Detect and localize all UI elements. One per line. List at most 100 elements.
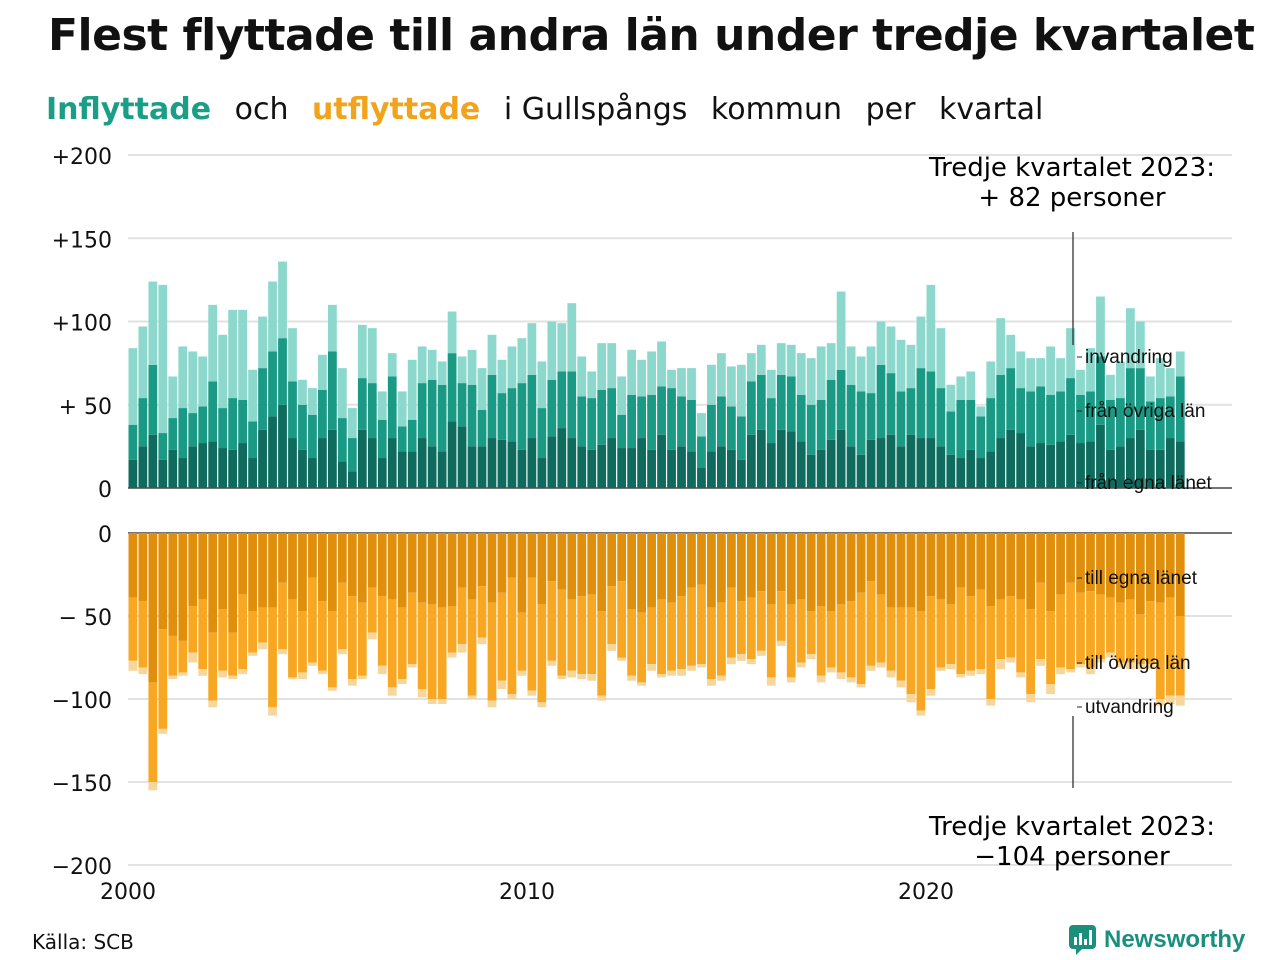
bar-out-other [717,602,726,676]
bar-in-other [1175,376,1185,442]
bar-in-own [437,451,447,488]
bar-in-other [367,383,377,439]
bar-out-own [577,533,587,597]
bar-in-immig [547,321,557,380]
bar-in-own [657,434,666,488]
bar-out-own [856,533,866,593]
bar-in-immig [1086,348,1095,392]
bar-in-other [437,384,447,452]
bar-out-own [517,533,527,613]
bar-in-own [936,446,946,488]
bar-in-other [328,351,337,430]
bar-out-emig [1135,664,1145,670]
bar-in-own [537,458,547,488]
bar-out-other [497,592,507,681]
bar-out-emig [607,644,617,651]
bar-in-other [208,381,218,442]
bar-out-emig [148,782,158,791]
bar-in-own [248,458,257,488]
bar-in-immig [856,356,866,392]
bar-out-other [1116,602,1125,663]
bar-out-other [796,599,806,663]
bar-out-emig [168,675,178,680]
bar-out-emig [976,669,986,675]
bar-out-other [766,604,776,678]
bar-in-immig [477,368,487,410]
bar-out-emig [637,682,646,686]
bar-in-immig [876,321,886,365]
bar-out-emig [318,670,327,675]
bar-in-other [497,393,507,440]
bar-in-own [268,416,277,488]
bar-in-immig [1116,361,1125,399]
bar-in-other [467,384,477,447]
bar-out-other [1145,601,1155,665]
bar-out-other [1165,597,1175,696]
bar-out-emig [687,665,696,671]
bar-in-immig [1016,351,1026,389]
bar-out-other [457,587,467,645]
bar-out-other [597,611,607,696]
bar-out-other [687,587,696,666]
bar-in-other [248,421,257,459]
bar-in-other [966,399,976,450]
bar-in-immig [1056,358,1065,392]
bar-out-emig [866,665,876,671]
bar-out-other [627,609,637,676]
bar-in-immig [337,368,347,419]
bars-utflyttade [128,533,1185,791]
bar-out-emig [707,679,716,686]
bar-out-own [318,533,327,602]
bar-out-other [427,604,437,699]
y-tick-bottom: −200 [52,855,112,880]
bar-out-other [218,609,228,671]
bar-out-other [1056,594,1065,668]
bar-in-other [407,419,417,452]
bar-in-other [457,383,467,427]
subtitle-place: i Gullspångs [503,92,688,127]
bar-out-other [1076,592,1085,665]
bar-in-immig [258,316,267,369]
bar-in-immig [298,379,307,405]
bar-in-immig [357,324,367,379]
bar-in-immig [956,376,966,400]
bar-out-emig [477,637,487,645]
bar-out-own [916,533,926,612]
bar-in-own [746,434,756,488]
y-tick-top: +200 [52,145,112,170]
bar-in-immig [707,364,716,405]
bar-in-immig [677,368,686,397]
bar-out-emig [717,675,726,681]
bar-out-emig [1036,659,1045,666]
bar-out-other [637,612,646,683]
bar-out-own [746,533,756,598]
bar-out-other [1006,596,1016,658]
bar-out-own [467,533,477,600]
bar-in-immig [617,376,627,415]
bar-out-other [128,597,138,661]
bar-out-own [1076,533,1085,593]
bar-out-other [966,596,976,671]
bar-out-emig [427,699,437,704]
bar-out-emig [218,670,228,678]
bar-out-other [158,629,168,729]
label-invandring: invandring [1085,347,1173,368]
bar-in-own [1165,438,1175,488]
bar-in-own [447,421,457,488]
bar-out-other [1036,582,1045,660]
bar-out-own [846,533,856,602]
bar-out-other [986,606,996,699]
bar-out-own [547,533,557,582]
bar-out-own [1135,533,1145,615]
bar-in-own [188,446,198,488]
bar-out-emig [347,679,357,686]
bar-out-other [138,601,148,668]
bar-out-other [377,596,387,666]
bar-out-emig [1066,669,1075,673]
bar-out-own [188,533,198,607]
bar-out-other [836,604,846,673]
bar-out-emig [337,649,347,655]
bar-out-emig [906,694,916,703]
bar-out-other [996,599,1006,660]
bar-in-immig [427,349,437,380]
